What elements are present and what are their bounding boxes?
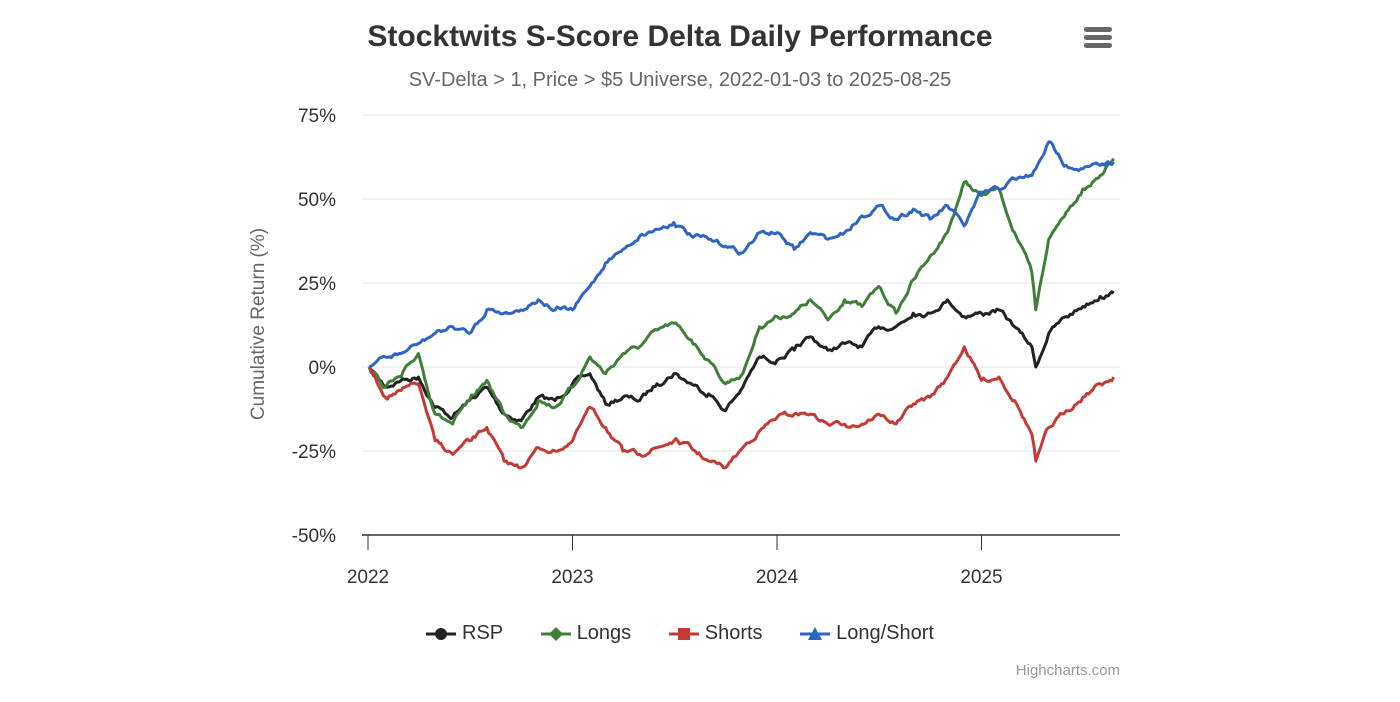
y-tick-label: -25% — [292, 442, 336, 463]
x-axis: 2022 2023 2024 2025 — [347, 534, 1120, 588]
circle-marker-icon — [426, 627, 456, 640]
legend-label: Longs — [576, 622, 632, 644]
y-tick-label: -50% — [292, 526, 336, 547]
y-axis-title: Cumulative Return (%) — [248, 228, 269, 420]
legend-label: Shorts — [704, 622, 763, 644]
x-tick-label: 2025 — [960, 567, 1002, 588]
y-tick-label: 50% — [298, 190, 336, 211]
diamond-marker-icon — [540, 626, 571, 641]
hamburger-menu-icon[interactable] — [1080, 24, 1116, 56]
series-lines — [367, 140, 1116, 470]
highcharts-credits-link[interactable]: Highcharts.com — [1015, 662, 1120, 679]
series-line-long-short — [368, 140, 1115, 369]
legend-label: RSP — [462, 622, 504, 644]
chart-title: Stocktwits S-Score Delta Daily Performan… — [367, 20, 993, 53]
legend-label: Long/Short — [836, 622, 934, 644]
y-tick-label: 25% — [298, 274, 336, 295]
chart-subtitle: SV-Delta > 1, Price > $5 Universe, 2022-… — [408, 69, 952, 91]
y-axis-ticks: -50% -25% 0% 25% 50% 75% — [292, 106, 336, 547]
menu-bar — [1084, 35, 1112, 40]
series-line-shorts — [367, 345, 1116, 470]
legend-item-long-short[interactable]: Long/Short — [800, 622, 934, 645]
menu-bar — [1084, 27, 1112, 32]
x-tick-label: 2023 — [551, 567, 593, 588]
legend-item-rsp[interactable]: RSP — [426, 622, 503, 645]
triangle-marker-icon — [800, 626, 831, 640]
series-line-rsp — [367, 290, 1115, 423]
y-tick-label: 75% — [298, 106, 336, 127]
y-tick-label: 0% — [309, 358, 337, 379]
legend-item-longs[interactable]: Longs — [540, 622, 632, 645]
menu-bar — [1084, 43, 1112, 48]
square-marker-icon — [668, 627, 699, 640]
x-tick-label: 2022 — [347, 567, 389, 588]
legend-item-shorts[interactable]: Shorts — [668, 622, 763, 645]
gridlines — [362, 114, 1120, 452]
legend: RSP Longs Shorts Long/Short — [0, 622, 1360, 648]
x-tick-label: 2024 — [756, 567, 799, 588]
